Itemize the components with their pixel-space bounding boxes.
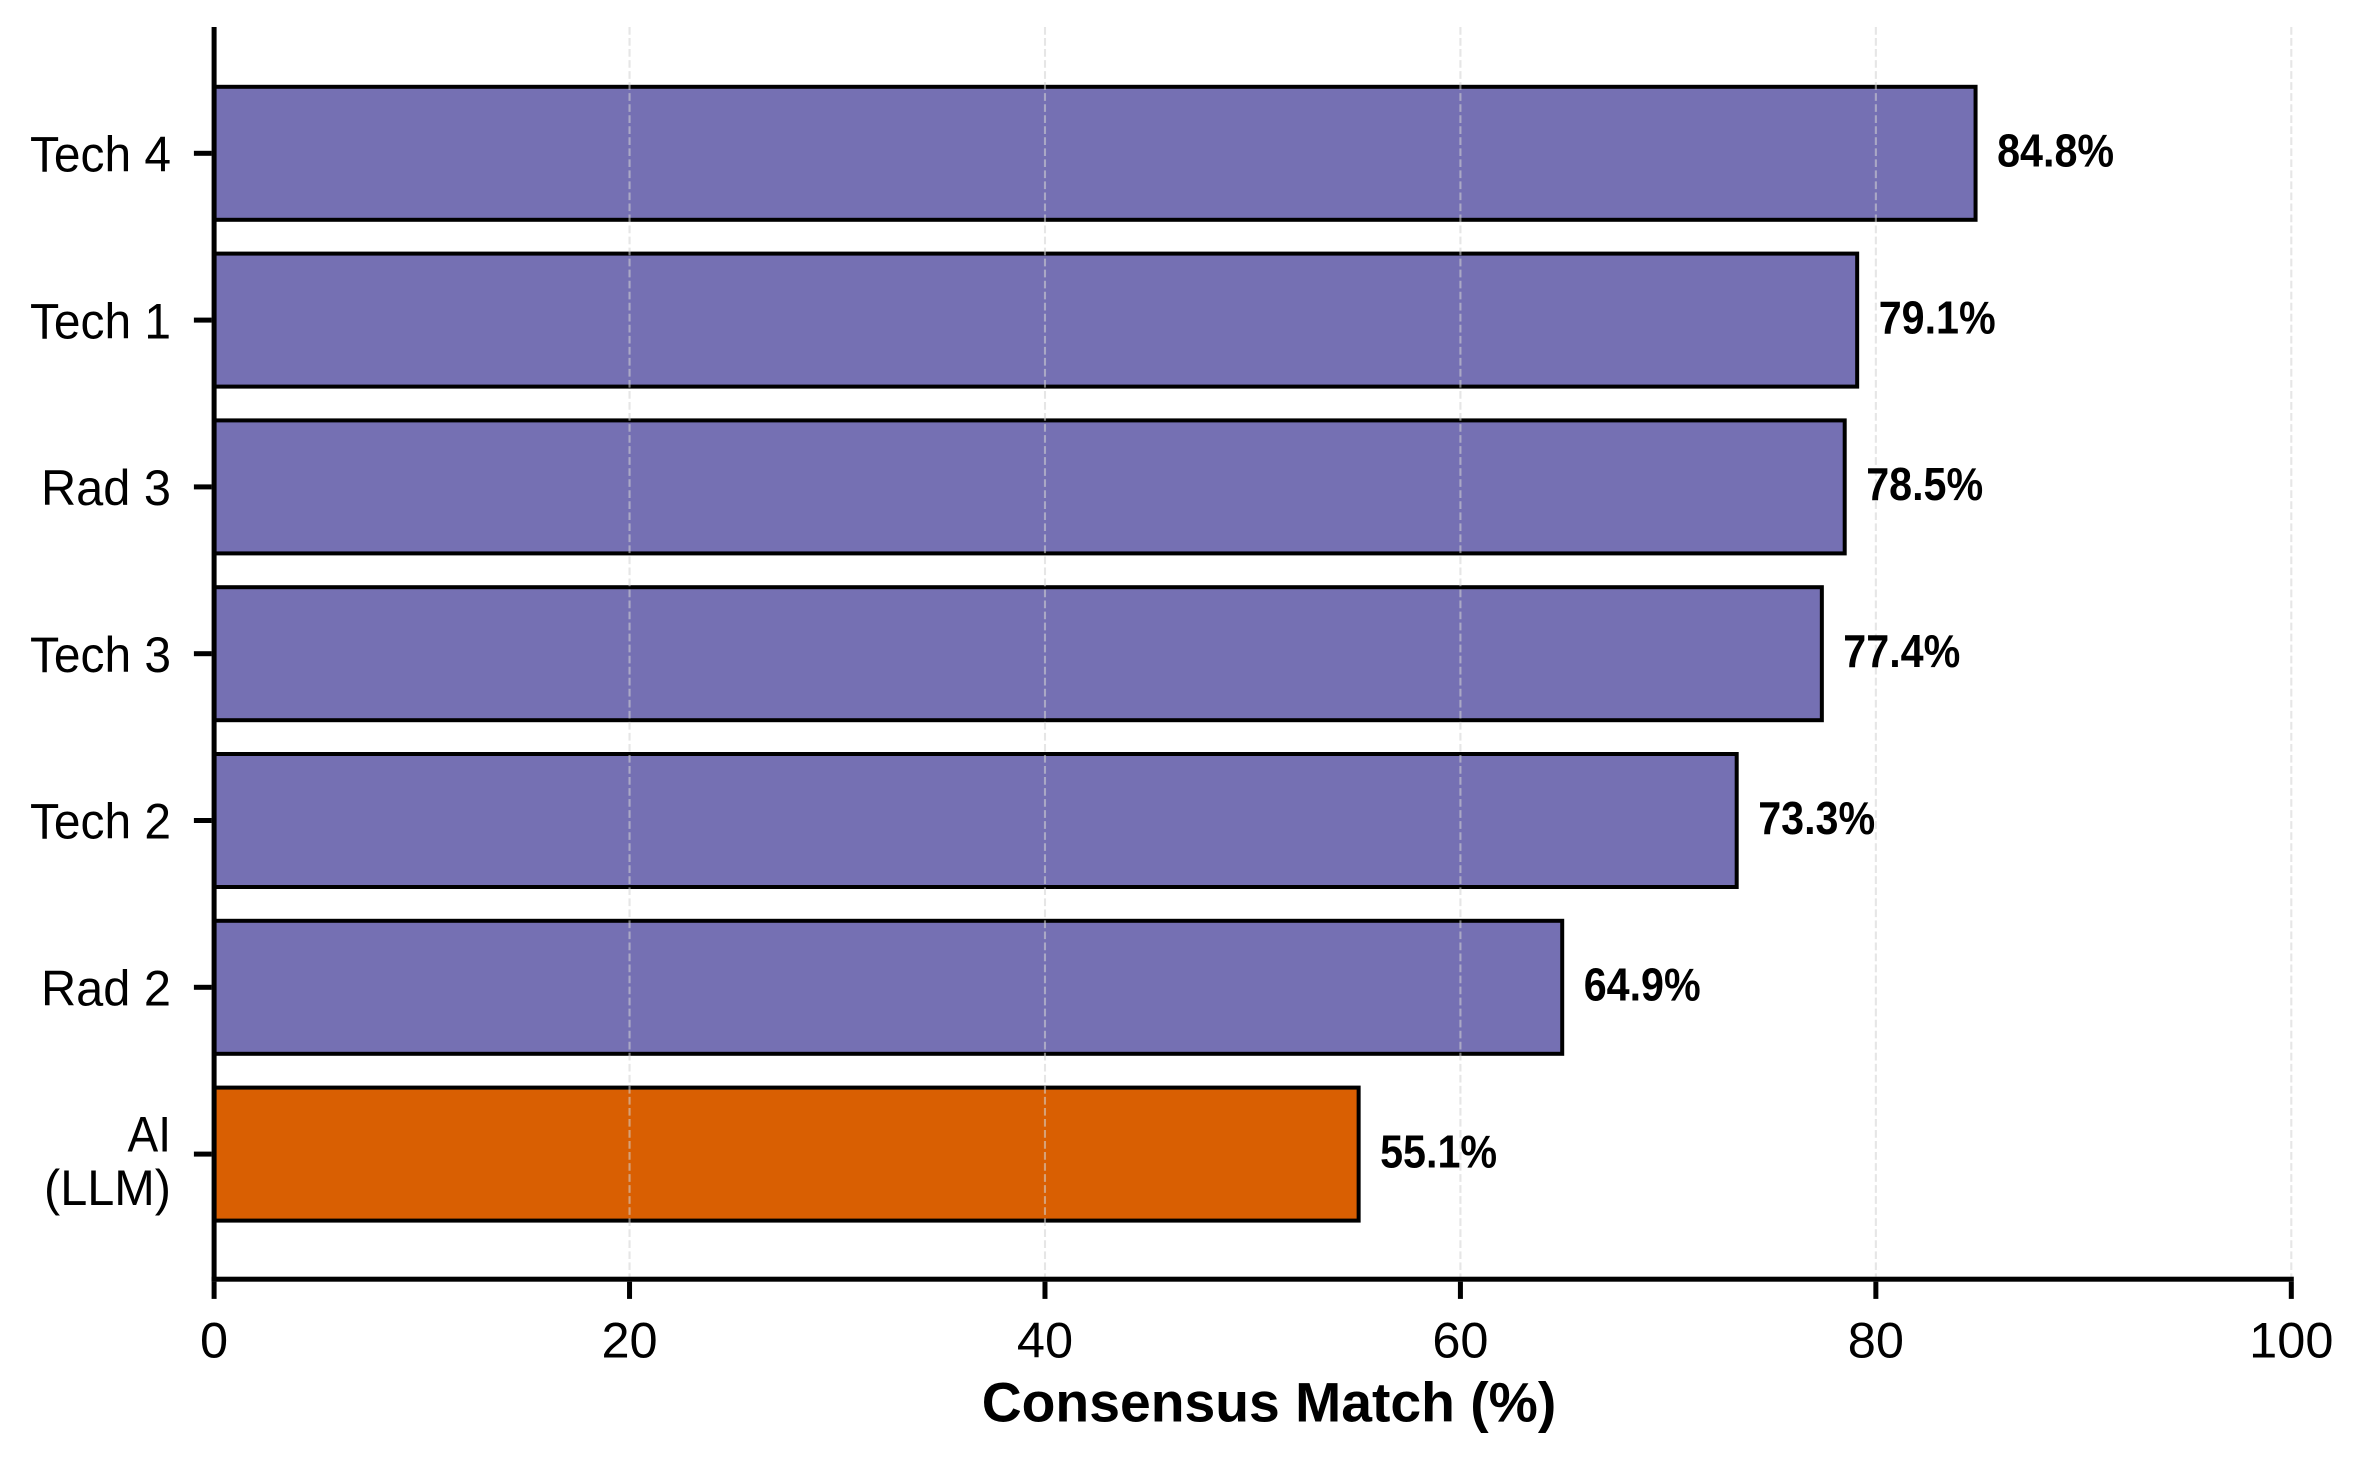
svg-text:(LLM): (LLM) — [44, 1159, 171, 1216]
svg-text:40: 40 — [1017, 1312, 1073, 1369]
svg-text:20: 20 — [601, 1312, 657, 1369]
svg-text:AI: AI — [128, 1105, 172, 1162]
svg-text:100: 100 — [2249, 1312, 2333, 1369]
svg-text:Tech 3: Tech 3 — [30, 626, 171, 683]
svg-text:Consensus Match (%): Consensus Match (%) — [982, 1371, 1557, 1433]
svg-text:Tech 1: Tech 1 — [30, 292, 171, 349]
svg-text:0: 0 — [200, 1312, 228, 1369]
svg-text:55.1%: 55.1% — [1380, 1125, 1497, 1177]
svg-text:Tech 2: Tech 2 — [30, 793, 171, 850]
svg-text:79.1%: 79.1% — [1879, 291, 1996, 343]
svg-text:80: 80 — [1848, 1312, 1904, 1369]
svg-text:64.9%: 64.9% — [1584, 959, 1701, 1011]
svg-text:60: 60 — [1432, 1312, 1488, 1369]
svg-text:84.8%: 84.8% — [1997, 125, 2114, 177]
svg-text:Tech 4: Tech 4 — [30, 126, 171, 183]
svg-text:Rad 3: Rad 3 — [41, 459, 171, 516]
svg-text:Rad 2: Rad 2 — [41, 960, 171, 1017]
svg-text:77.4%: 77.4% — [1843, 625, 1960, 677]
svg-text:78.5%: 78.5% — [1866, 458, 1983, 510]
svg-text:73.3%: 73.3% — [1758, 792, 1875, 844]
